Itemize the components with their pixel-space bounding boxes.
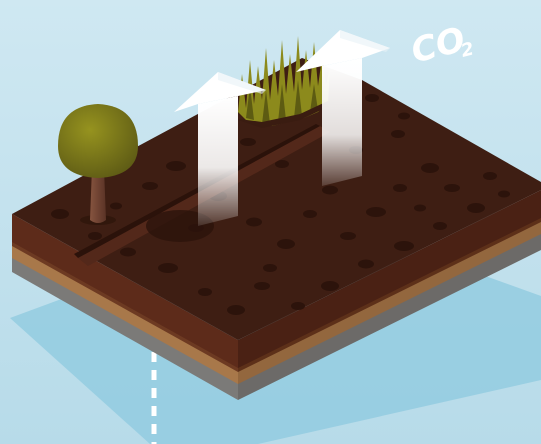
soil-block-left-side <box>12 214 238 400</box>
grass-icon <box>232 36 334 128</box>
co2-arrow-icon <box>174 72 266 226</box>
soil-top-surface <box>12 58 541 340</box>
soil-block-right-side <box>238 190 541 400</box>
tree-icon <box>58 104 138 225</box>
co2-label-subscript: 2 <box>459 38 476 61</box>
co2-arrow-icon <box>296 30 390 186</box>
soil-spots <box>51 94 510 315</box>
soil-depression <box>146 210 214 242</box>
